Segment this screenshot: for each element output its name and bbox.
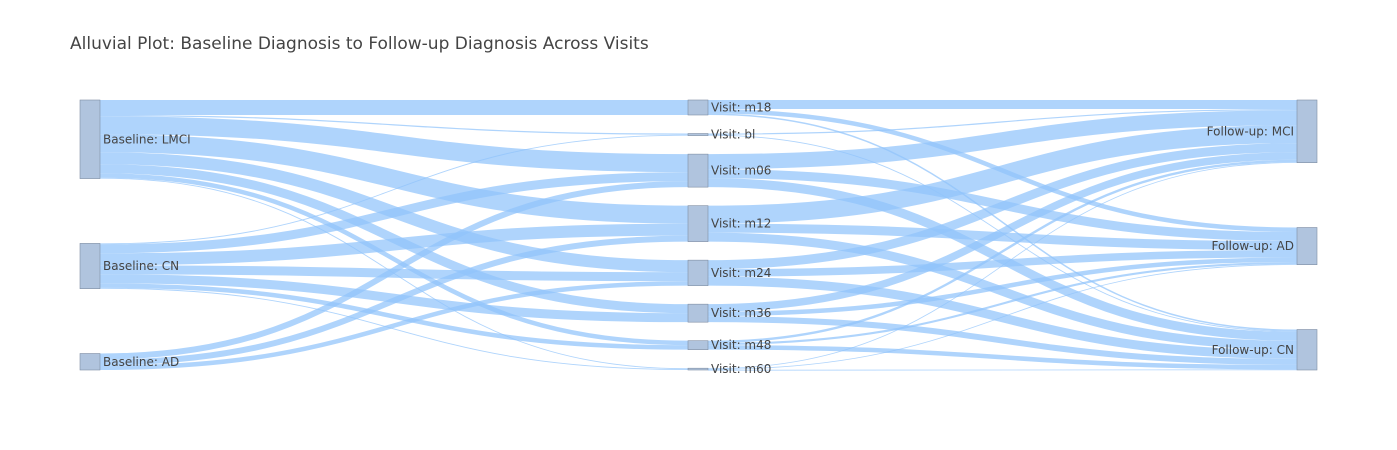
node-v_m48[interactable] [687, 340, 709, 350]
link-b_cn-to-v_m48[interactable] [99, 283, 689, 350]
node-label-v_m18: Visit: m18 [711, 101, 771, 115]
link-v_m48-to-f_mci[interactable] [707, 159, 1298, 344]
link-b_ad-to-v_m12[interactable] [99, 235, 689, 366]
node-v_m24[interactable] [687, 259, 709, 286]
link-b_cn-to-v_m12[interactable] [99, 223, 689, 266]
link-v_m36-to-f_cn[interactable] [707, 316, 1298, 365]
link-v_m48-to-f_ad[interactable] [707, 262, 1298, 346]
link-v_m12-to-f_ad[interactable] [707, 223, 1298, 250]
link-v_m18-to-f_cn[interactable] [707, 113, 1298, 331]
node-v_m12[interactable] [687, 205, 709, 242]
chart-title: Alluvial Plot: Baseline Diagnosis to Fol… [70, 34, 649, 54]
link-v_m24-to-f_mci[interactable] [707, 143, 1298, 270]
link-b_lmci-to-v_m48[interactable] [99, 173, 689, 346]
link-b_cn-to-v_m60[interactable] [99, 287, 689, 370]
node-label-f_cn: Follow-up: CN [1212, 343, 1294, 357]
node-label-v_m12: Visit: m12 [711, 217, 771, 231]
link-v_m60-to-f_mci[interactable] [707, 162, 1298, 369]
link-v_m24-to-f_cn[interactable] [707, 276, 1298, 359]
link-v_m12-to-f_mci[interactable] [707, 125, 1298, 224]
node-b_ad[interactable] [79, 353, 101, 371]
link-b_ad-to-v_m24[interactable] [99, 281, 689, 370]
node-label-b_ad: Baseline: AD [103, 355, 179, 369]
node-v_m36[interactable] [687, 303, 709, 323]
node-label-v_m60: Visit: m60 [711, 362, 771, 376]
link-b_lmci-to-v_m12[interactable] [99, 134, 689, 224]
link-v_m36-to-f_ad[interactable] [707, 257, 1298, 317]
node-label-v_m48: Visit: m48 [711, 338, 771, 352]
link-v_m06-to-f_mci[interactable] [707, 110, 1298, 170]
link-b_ad-to-v_m06[interactable] [99, 181, 689, 360]
node-label-f_mci: Follow-up: MCI [1207, 124, 1294, 138]
link-v_m60-to-f_ad[interactable] [707, 264, 1298, 370]
link-v_bl-to-f_mci[interactable] [707, 109, 1298, 135]
link-v_m36-to-f_mci[interactable] [707, 152, 1298, 312]
link-b_lmci-to-v_m06[interactable] [99, 116, 689, 173]
node-label-v_m36: Visit: m36 [711, 306, 771, 320]
node-v_bl[interactable] [687, 133, 709, 136]
node-v_m06[interactable] [687, 153, 709, 188]
node-v_m18[interactable] [687, 99, 709, 116]
node-label-v_m06: Visit: m06 [711, 164, 771, 178]
node-b_cn[interactable] [79, 243, 101, 289]
link-v_m06-to-f_cn[interactable] [707, 178, 1298, 341]
node-b_lmci[interactable] [79, 99, 101, 179]
node-f_mci[interactable] [1296, 99, 1318, 164]
node-f_ad[interactable] [1296, 227, 1318, 266]
link-v_m48-to-f_cn[interactable] [707, 345, 1298, 370]
node-label-v_bl: Visit: bl [711, 128, 755, 142]
link-b_lmci-to-v_bl[interactable] [99, 115, 689, 135]
node-label-b_cn: Baseline: CN [103, 259, 179, 273]
link-b_cn-to-v_m06[interactable] [99, 172, 689, 254]
node-label-f_ad: Follow-up: AD [1212, 239, 1295, 253]
link-b_cn-to-v_bl[interactable] [99, 134, 689, 245]
link-v_m24-to-f_ad[interactable] [707, 250, 1298, 277]
node-label-v_m24: Visit: m24 [711, 266, 771, 280]
link-v_m12-to-f_cn[interactable] [707, 232, 1298, 350]
labels-layer: Baseline: LMCI Baseline: CN Baseline: AD Vi… [103, 101, 1294, 377]
node-f_cn[interactable] [1296, 329, 1318, 371]
links-layer [99, 99, 1298, 371]
node-label-b_lmci: Baseline: LMCI [103, 132, 191, 146]
nodes-layer [79, 99, 1318, 371]
node-v_m60[interactable] [687, 367, 709, 371]
